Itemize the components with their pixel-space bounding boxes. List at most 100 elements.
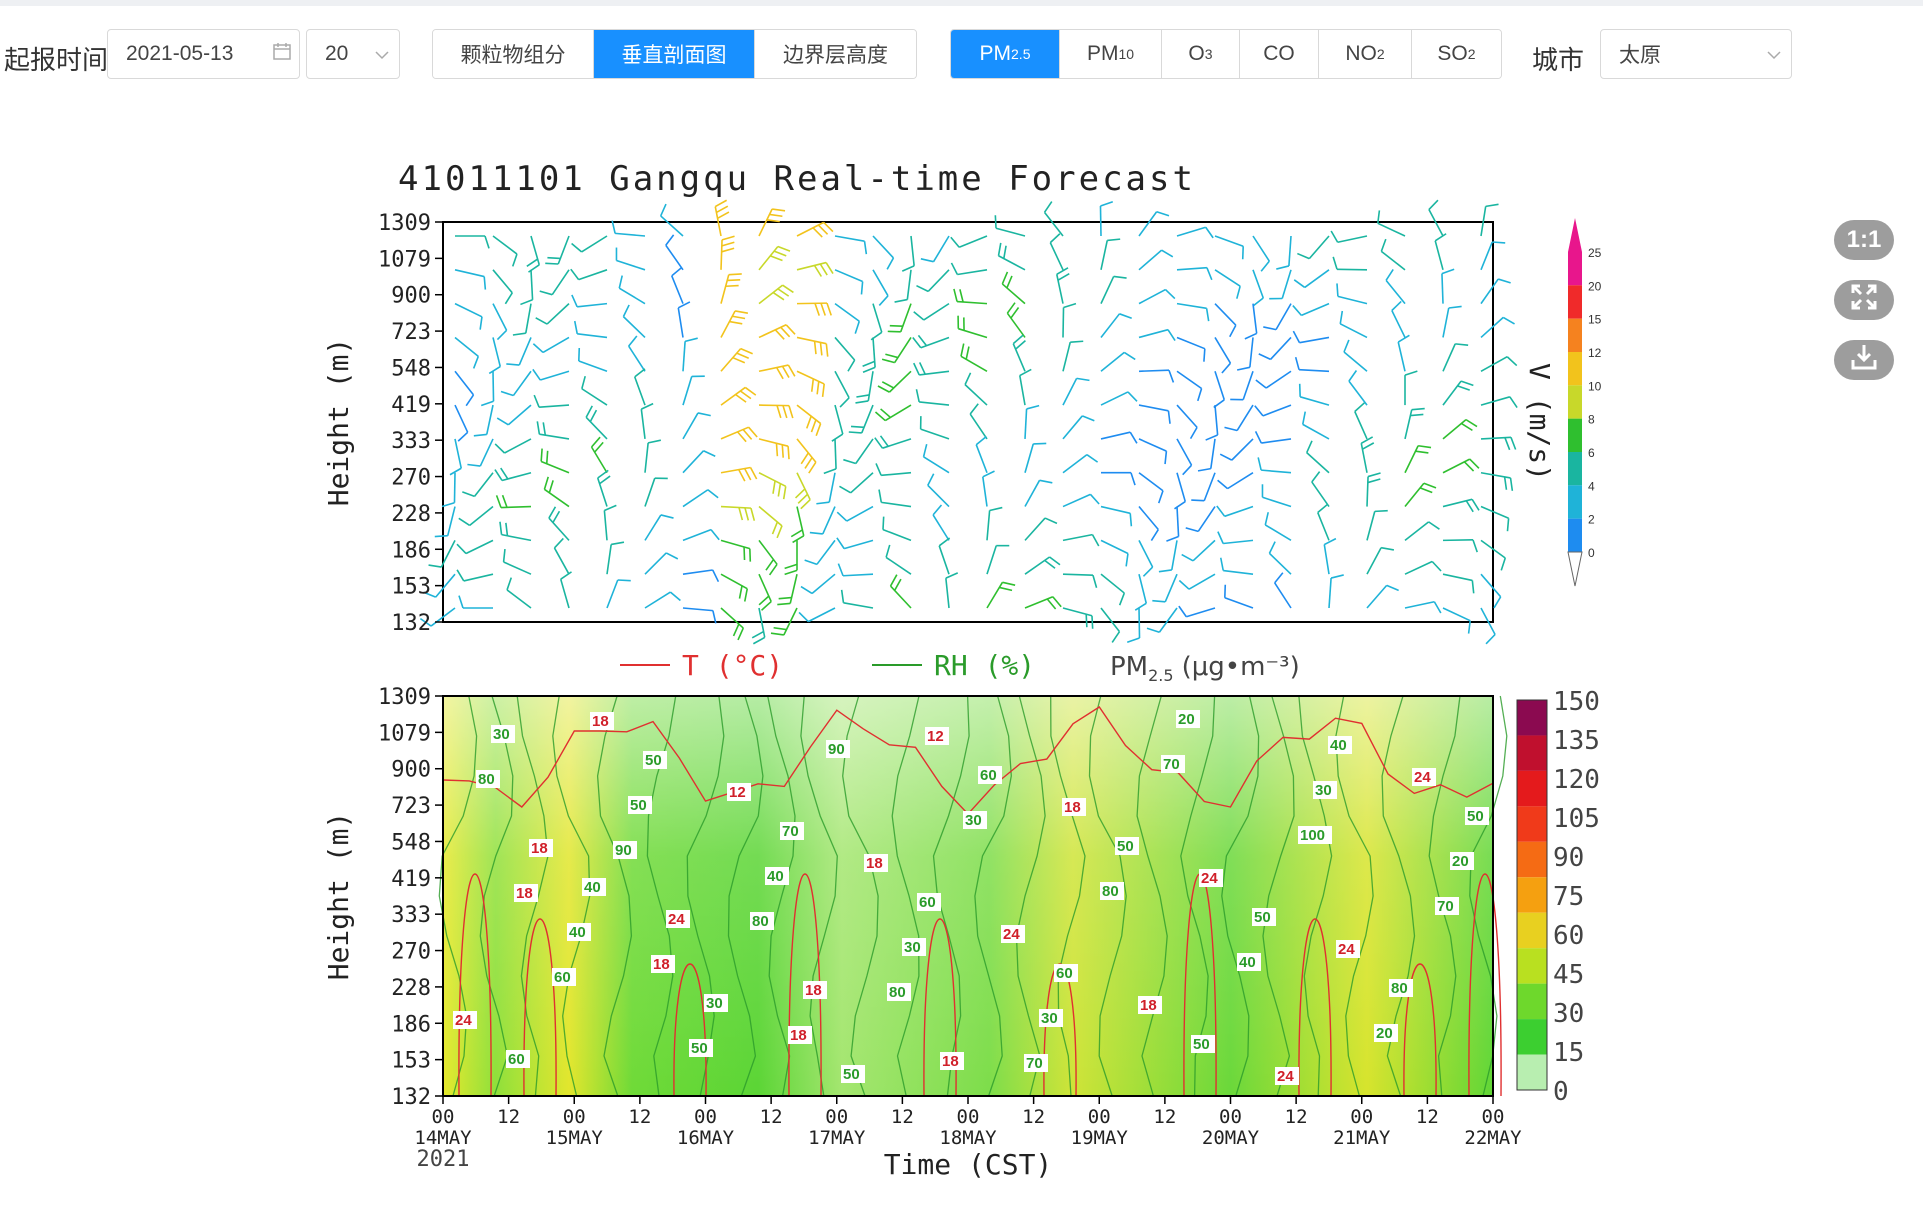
wind-barb [919, 370, 950, 376]
wind-barb-flag [878, 295, 889, 306]
rh-contour-line [1015, 695, 1046, 1097]
wind-barb-flag [882, 516, 885, 530]
contour-label-bg [1001, 925, 1025, 943]
wind-barb [473, 472, 494, 497]
wind-barb-flag [500, 390, 514, 397]
ratio-1-1-button[interactable]: 1:1 [1834, 220, 1894, 260]
wind-barb [1049, 242, 1064, 271]
date-picker[interactable]: 2021-05-13 [107, 29, 300, 79]
fullscreen-button[interactable] [1834, 280, 1894, 320]
wind-barb-flag [1152, 599, 1166, 603]
colorbar-segment [1517, 912, 1547, 949]
wind-barb [618, 287, 646, 305]
wind-barb [1404, 445, 1419, 474]
wind-barb [1442, 607, 1471, 622]
wind-barb [920, 336, 950, 349]
wind-barb-flag [744, 386, 757, 396]
hour-select[interactable]: 20 [306, 29, 400, 79]
wind-barb-flag [611, 541, 625, 546]
wind-barb-flag [585, 405, 593, 418]
colorbar-segment [1568, 485, 1582, 519]
wind-barb-flag [1263, 326, 1277, 331]
wind-barb [811, 573, 836, 595]
wind-barb-flag [742, 429, 753, 440]
tab-so2[interactable]: SO 2 [1412, 30, 1501, 78]
wind-barb-flag [501, 494, 508, 508]
wind-barb [796, 261, 827, 271]
wind-barb-flag [1010, 307, 1020, 319]
wind-barb [920, 428, 950, 440]
wind-barb [1480, 396, 1511, 406]
wind-barb [603, 510, 608, 541]
tab-co[interactable]: CO [1240, 30, 1319, 78]
contour-label: 30 [965, 812, 982, 829]
wind-barb [720, 505, 752, 509]
time-tick-hour: 00 [432, 1106, 455, 1128]
contour-label-bg [1313, 781, 1337, 799]
wind-barb [1265, 370, 1292, 389]
wind-barb-flag [840, 589, 845, 603]
wind-barb [842, 573, 874, 577]
wind-barb [492, 303, 508, 331]
tab-vertical-profile[interactable]: 垂直剖面图 [594, 30, 755, 78]
figure-title: 41011101 Gangqu Real-time Forecast [398, 159, 1196, 199]
wind-barb-flag [1509, 396, 1518, 409]
contour-label: 24 [1414, 769, 1431, 786]
tab-no2[interactable]: NO 2 [1319, 30, 1412, 78]
contour-label: 80 [752, 913, 769, 930]
wind-barb [758, 573, 772, 602]
wind-barb-flag [665, 234, 675, 246]
wind-barb [577, 333, 608, 339]
tab-particle-components[interactable]: 颗粒物组分 [433, 30, 594, 78]
wind-barb [1262, 496, 1292, 508]
wind-barb [1138, 404, 1169, 412]
contour-label: 40 [569, 924, 586, 941]
wind-barb-flag [479, 316, 483, 330]
wind-barb [893, 337, 912, 364]
wind-barb [1337, 295, 1368, 305]
tab-pm25[interactable]: PM 2.5 [951, 30, 1060, 78]
contour-label-bg [590, 712, 614, 730]
wind-barb-flag [1006, 302, 1016, 314]
wind-barb [834, 336, 856, 361]
wind-barb [1480, 539, 1506, 559]
wind-barb-flag [526, 258, 539, 268]
wind-barb-flag [886, 257, 895, 270]
wind-barb [998, 255, 1026, 271]
height-tick-label: 1079 [378, 247, 431, 272]
wind-barb-flag [808, 461, 817, 474]
wind-barb [1138, 211, 1158, 237]
wind-barb [1100, 539, 1129, 555]
download-button[interactable] [1834, 340, 1894, 380]
wind-barb [1302, 423, 1330, 440]
wind-barb [1024, 408, 1028, 439]
contour-label: 90 [615, 842, 632, 859]
contour-label: 24 [455, 1012, 472, 1029]
contour-label-bg [1435, 897, 1459, 915]
wind-barb-flag [1367, 478, 1381, 484]
wind-barb-flag [1276, 265, 1290, 270]
wind-barb [1261, 438, 1292, 444]
hour-value: 20 [325, 42, 349, 65]
city-select[interactable]: 太原 [1600, 29, 1792, 79]
colorbar-tick-label: 20 [1588, 279, 1602, 293]
tab-boundary-layer-height[interactable]: 边界层高度 [755, 30, 916, 78]
wind-barb [1366, 476, 1369, 507]
wind-barb-flag [810, 378, 815, 392]
wind-barb-flag [1404, 370, 1418, 376]
wind-barb-flag [999, 586, 1013, 592]
time-axis-label: Time (CST) [884, 1148, 1053, 1181]
wind-barb-flag [738, 585, 743, 599]
wind-barb-flag [878, 489, 883, 503]
wind-barb-flag [1460, 422, 1473, 432]
wind-barb [1391, 310, 1406, 338]
wind-barb [927, 484, 950, 508]
contour-label: 100 [1300, 827, 1325, 844]
tab-pm10[interactable]: PM 10 [1060, 30, 1162, 78]
contour-labels: 80 90 80 80 70 70 100 70 60 50 90 30 80 40 20 30 50 40 30 3… [453, 710, 1489, 1085]
wind-colorbar-label: V (m/s) [1523, 363, 1556, 481]
pm-height-ticks: 1309 1079 900 723 548 419 333 270 228 186 153 132 [378, 685, 443, 1110]
